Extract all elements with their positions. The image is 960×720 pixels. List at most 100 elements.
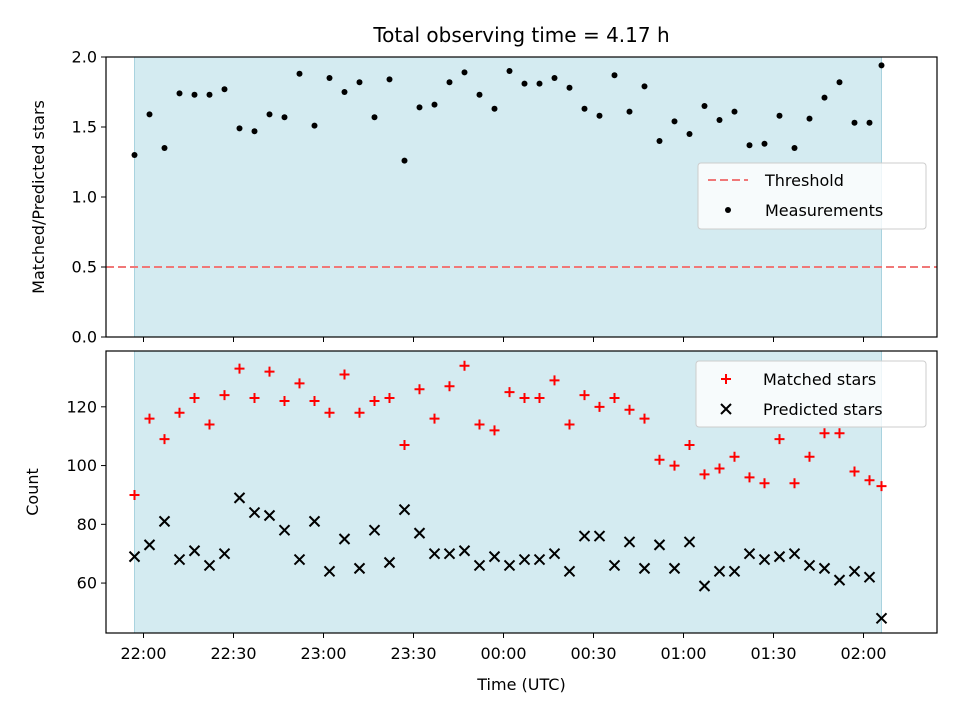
measurement-point <box>131 152 138 158</box>
measurement-point <box>506 68 513 74</box>
matched-star-point <box>654 454 665 465</box>
legend-measurements-label: Measurements <box>765 201 883 220</box>
x-tick-label: 22:30 <box>210 644 256 663</box>
predicted-star-point <box>338 533 351 545</box>
matched-star-point <box>234 363 245 374</box>
predicted-star-point <box>713 565 726 578</box>
matched-star-point <box>744 472 755 483</box>
bottom-y-tick-label: 120 <box>66 397 97 416</box>
predicted-star-point <box>503 559 516 572</box>
measurement-point <box>341 89 348 95</box>
measurement-point <box>326 75 333 81</box>
matched-star-point <box>819 428 830 439</box>
measurement-point <box>521 80 528 87</box>
measurement-point <box>836 79 843 86</box>
measurement-point <box>581 105 588 112</box>
matched-star-point <box>609 393 620 403</box>
measurement-point <box>221 86 228 93</box>
matched-star-point <box>624 404 635 415</box>
predicted-star-point <box>818 562 831 575</box>
predicted-star-point <box>548 547 561 560</box>
measurement-point <box>656 138 663 144</box>
measurement-point <box>146 111 153 118</box>
predicted-star-point <box>533 553 546 566</box>
matched-star-point <box>834 428 845 439</box>
predicted-star-point <box>278 524 291 536</box>
measurement-point <box>566 84 573 91</box>
measurement-point <box>461 69 468 76</box>
legend-measurements-swatch <box>725 207 731 213</box>
matched-star-point <box>489 425 500 436</box>
matched-star-point <box>369 395 380 406</box>
measurement-point <box>446 79 453 86</box>
predicted-star-point <box>383 556 396 569</box>
predicted-star-point <box>248 506 261 519</box>
matched-star-point <box>684 440 695 450</box>
predicted-star-point <box>263 509 276 522</box>
measurement-point <box>851 119 858 126</box>
bottom-panel: 60 80 100 120 22:00 22:30 23:00 23:30 00:00 00:3… <box>23 350 938 694</box>
x-tick-label: 22:00 <box>120 644 166 663</box>
bottom-legend-box <box>695 360 927 428</box>
legend-predicted-swatch <box>720 403 732 415</box>
matched-star-point <box>189 393 200 403</box>
measurement-point <box>671 118 678 125</box>
predicted-star-point <box>443 547 456 560</box>
matched-star-point <box>864 475 875 486</box>
matched-star-point <box>774 434 785 445</box>
measurement-point <box>536 80 543 87</box>
measurement-point <box>236 125 243 132</box>
measurement-point <box>386 76 393 83</box>
matched-star-point <box>729 451 740 462</box>
predicted-star-point <box>308 515 321 528</box>
predicted-star-point <box>188 545 201 557</box>
matched-star-point <box>129 489 140 500</box>
predicted-star-point <box>428 547 441 560</box>
measurement-point <box>611 72 618 79</box>
measurement-point <box>761 140 768 147</box>
measurement-point <box>626 108 633 115</box>
measurement-point <box>476 91 483 98</box>
predicted-star-point <box>293 553 306 566</box>
predicted-star-point <box>803 559 816 572</box>
matched-star-point <box>324 407 335 418</box>
predicted-star-point <box>848 565 861 578</box>
matched-star-point <box>144 413 155 424</box>
measurement-point <box>176 90 183 97</box>
predicted-star-point <box>218 547 231 560</box>
measurement-point <box>746 142 753 149</box>
predicted-star-point <box>488 550 501 563</box>
measurement-point <box>431 101 438 108</box>
matched-star-point <box>294 378 305 389</box>
predicted-star-point <box>593 530 606 542</box>
matched-star-point <box>309 395 320 406</box>
matched-star-point <box>159 434 170 445</box>
x-tick-label: 23:00 <box>300 644 346 663</box>
top-y-tick-label: 1.0 <box>72 188 97 207</box>
legend-matched-swatch <box>721 374 731 384</box>
predicted-star-point <box>203 559 216 572</box>
predicted-star-point <box>683 536 696 548</box>
predicted-star-point <box>413 527 426 539</box>
measurement-point <box>266 111 273 118</box>
measurement-point <box>296 70 303 77</box>
measurement-point <box>356 79 363 86</box>
matched-star-point <box>459 360 470 371</box>
bottom-y-tick-label: 60 <box>77 574 97 593</box>
matched-star-point <box>384 393 395 403</box>
measurement-point <box>641 83 648 90</box>
predicted-star-point <box>143 539 156 551</box>
matched-star-point <box>594 401 605 412</box>
measurement-point <box>731 108 738 115</box>
predicted-star-point <box>323 565 336 578</box>
measurement-point <box>191 91 198 98</box>
measurement-point <box>701 103 708 109</box>
bottom-y-tick-label: 80 <box>77 515 97 534</box>
matched-star-point <box>669 460 680 471</box>
predicted-star-point <box>458 545 471 557</box>
predicted-star-point <box>653 539 666 551</box>
measurement-point <box>791 145 798 151</box>
predicted-star-point <box>398 503 411 516</box>
measurement-point <box>416 104 423 111</box>
predicted-star-point <box>128 550 141 563</box>
